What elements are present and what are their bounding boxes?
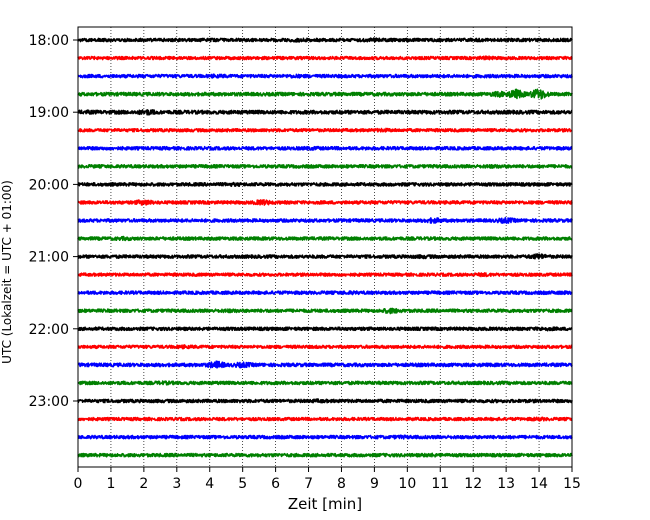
x-tick-label: 11 (431, 476, 449, 492)
y-tick-label: 18:00 (29, 33, 69, 49)
trace-2015 (77, 198, 573, 206)
trace-2000 (77, 181, 573, 188)
x-tick-label: 10 (398, 476, 416, 492)
grid-lines (110, 27, 540, 467)
x-tick-label: 13 (497, 476, 515, 492)
x-tick-label: 4 (205, 476, 214, 492)
trace-2330 (77, 434, 573, 440)
trace-2315 (77, 416, 573, 422)
x-tick-label: 14 (530, 476, 548, 492)
trace-1915 (77, 127, 573, 133)
x-tick-label: 1 (106, 476, 115, 492)
y-axis-ticks: 18:00 19:00 20:00 21:00 22:00 23:00 (29, 33, 78, 410)
y-tick-label: 20:00 (29, 177, 69, 193)
y-tick-label: 19:00 (29, 105, 69, 121)
trace-1845 (77, 88, 573, 100)
trace-2130 (77, 290, 573, 296)
trace-1900 (77, 109, 573, 116)
x-tick-label: 12 (464, 476, 482, 492)
trace-2115 (77, 272, 573, 278)
y-tick-label: 22:00 (29, 322, 69, 338)
trace-1930 (77, 145, 573, 152)
trace-2100 (77, 253, 573, 260)
plot-frame (77, 26, 573, 468)
y-tick-label: 21:00 (29, 250, 69, 266)
trace-2045 (77, 235, 573, 242)
x-tick-label: 6 (271, 476, 280, 492)
y-axis-label: UTC (Lokalzeit = UTC + 01:00) (0, 180, 14, 364)
x-tick-label: 5 (238, 476, 247, 492)
seismogram-traces (77, 37, 573, 458)
trace-2230 (77, 360, 573, 369)
trace-2245 (77, 380, 573, 386)
trace-2145 (77, 307, 573, 315)
x-tick-label: 3 (172, 476, 181, 492)
trace-1800 (77, 37, 573, 43)
x-tick-label: 2 (139, 476, 148, 492)
trace-2300 (77, 398, 573, 404)
trace-1830 (77, 73, 573, 79)
y-tick-label: 23:00 (29, 394, 69, 410)
x-axis-label: Zeit [min] (288, 495, 362, 513)
trace-1945 (77, 163, 573, 169)
x-tick-label: 0 (74, 476, 83, 492)
x-axis-ticks: 0 1 2 3 4 5 6 7 8 9 10 11 12 13 14 15 (74, 467, 581, 492)
trace-1815 (77, 55, 573, 61)
trace-2345 (77, 452, 573, 458)
trace-2215 (77, 344, 573, 350)
x-tick-label: 9 (370, 476, 379, 492)
x-tick-label: 7 (304, 476, 313, 492)
x-tick-label: 15 (563, 476, 581, 492)
x-tick-label: 8 (337, 476, 346, 492)
trace-2200 (77, 326, 573, 332)
trace-2030 (77, 216, 573, 224)
